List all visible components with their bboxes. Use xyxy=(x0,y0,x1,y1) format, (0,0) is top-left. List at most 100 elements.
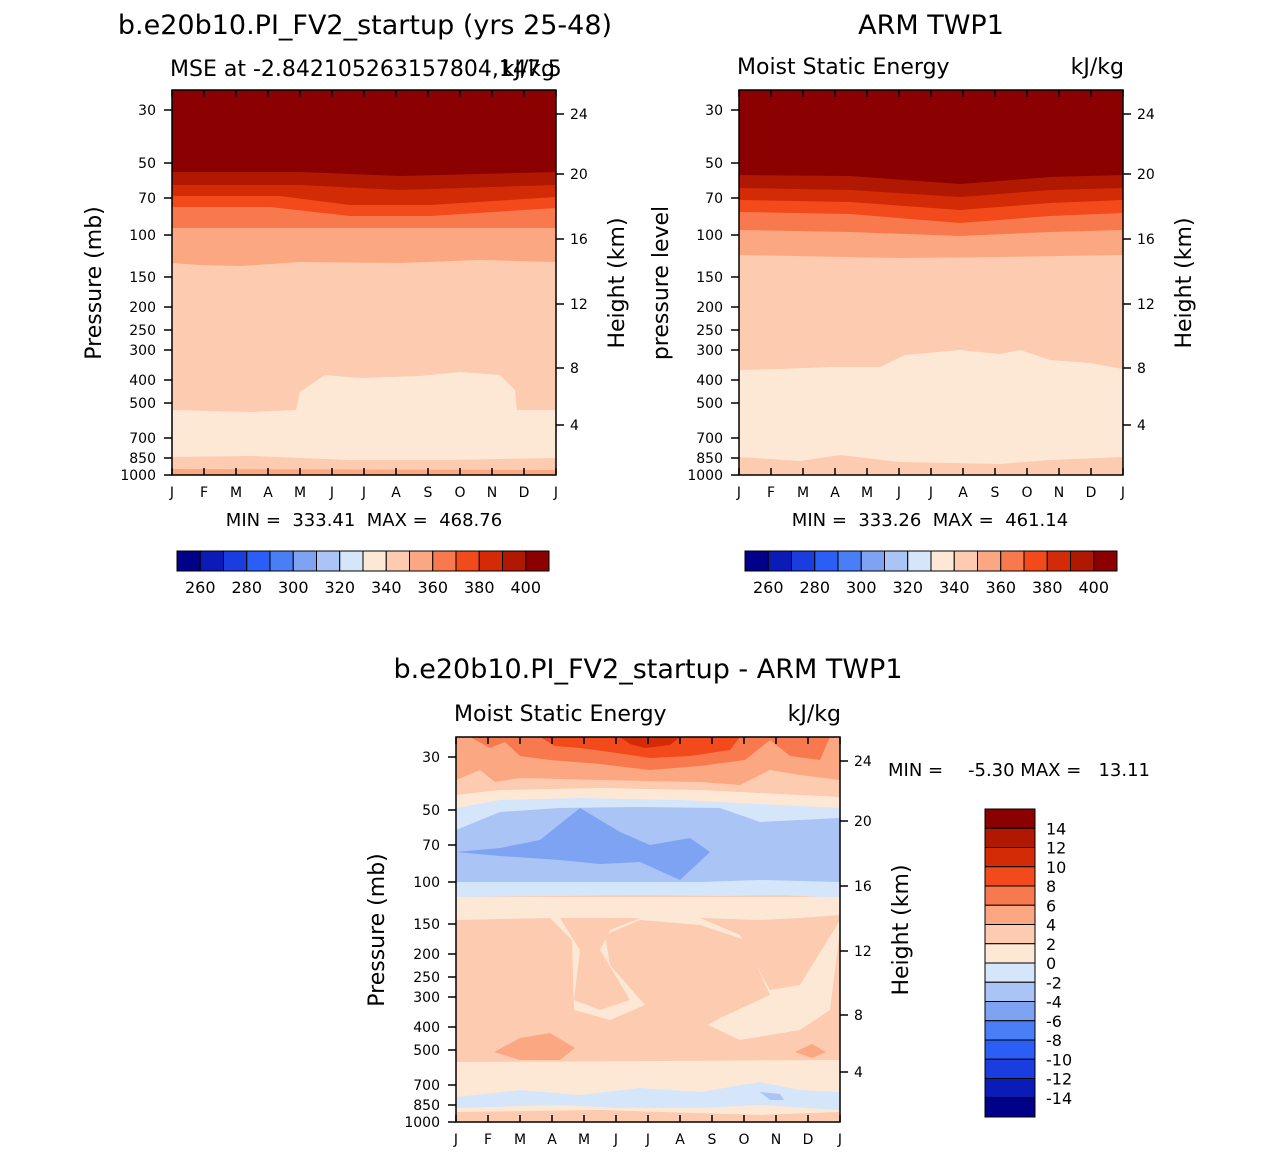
panel-model-title: b.e20b10.PI_FV2_startup (yrs 25-48) xyxy=(118,10,612,41)
colorbar-swatch xyxy=(1046,550,1071,572)
month-tick-label: O xyxy=(1021,485,1032,501)
colorbar-swatch xyxy=(984,943,1036,964)
colorbar-swatch xyxy=(339,550,364,572)
pressure-tick-label: 70 xyxy=(138,191,156,207)
colorbar-swatch xyxy=(984,981,1036,1002)
month-tick-label: J xyxy=(928,485,933,501)
colorbar-swatch xyxy=(455,550,480,572)
colorbar-swatch xyxy=(984,1097,1036,1118)
panel-diff-title: b.e20b10.PI_FV2_startup - ARM TWP1 xyxy=(394,654,903,685)
colorbar-swatch xyxy=(525,550,550,572)
month-tick-label: N xyxy=(487,485,497,501)
month-tick-label: D xyxy=(803,1132,814,1148)
colorbar-swatch xyxy=(984,962,1036,983)
panel-diff-ylabel: Pressure (mb) xyxy=(365,853,390,1007)
height-tick-label: 8 xyxy=(570,361,579,377)
colorbar-label: 8 xyxy=(1046,877,1056,896)
height-tick-label: 8 xyxy=(1137,361,1146,377)
panel-diff-stats-value: -5.30 MAX = 13.11 xyxy=(968,760,1150,781)
month-tick-label: A xyxy=(263,485,273,501)
pressure-tick-label: 30 xyxy=(422,750,440,766)
colorbar-label: 6 xyxy=(1046,896,1056,915)
colorbar-swatch xyxy=(409,550,434,572)
pressure-tick-label: 1000 xyxy=(120,468,156,484)
panel-model-subtitle: MSE at -2.842105263157804,147.5 xyxy=(170,57,562,82)
colorbar-label: 14 xyxy=(1046,819,1066,838)
panel-model-y2label: Height (km) xyxy=(605,217,630,348)
panel-model-stats: MIN = 333.41 MAX = 468.76 xyxy=(226,510,502,531)
month-tick-label: J xyxy=(896,485,901,501)
panel-diff-stats-label: MIN = xyxy=(888,760,943,781)
colorbar-swatch xyxy=(984,1058,1036,1079)
height-tick-label: 16 xyxy=(570,232,588,248)
panel-obs-axes: J F M A M J J A S O N D J 30 50 70 100 150 200 250 300 400 500… xyxy=(687,90,1155,501)
pressure-tick-label: 700 xyxy=(129,431,156,447)
colorbar-swatch xyxy=(837,550,862,572)
pressure-tick-label: 300 xyxy=(413,990,440,1006)
colorbar-label: 0 xyxy=(1046,954,1056,973)
panel-model-units: kJ/kg xyxy=(502,57,555,82)
pressure-tick-label: 850 xyxy=(413,1098,440,1114)
month-tick-label: J xyxy=(169,485,174,501)
height-tick-label: 16 xyxy=(854,879,872,895)
month-tick-label: N xyxy=(771,1132,781,1148)
diff-0to2-tropopause xyxy=(456,897,840,920)
colorbar-label: -12 xyxy=(1046,1070,1072,1089)
month-tick-label: S xyxy=(991,485,1000,501)
month-tick-label: A xyxy=(958,485,968,501)
colorbar-label: 260 xyxy=(185,578,216,597)
month-tick-label: A xyxy=(547,1132,557,1148)
colorbar-label: 12 xyxy=(1046,839,1066,858)
pressure-tick-label: 300 xyxy=(696,343,723,359)
colorbar-label: 380 xyxy=(1032,578,1063,597)
month-tick-label: M xyxy=(861,485,873,501)
colorbar-label: -14 xyxy=(1046,1089,1072,1108)
colorbar-swatch xyxy=(953,550,978,572)
pressure-tick-label: 500 xyxy=(413,1043,440,1059)
colorbar-swatch xyxy=(246,550,271,572)
band-330-340 xyxy=(172,372,556,475)
colorbar-swatch xyxy=(385,550,410,572)
pressure-tick-label: 850 xyxy=(696,451,723,467)
colorbar-label: 260 xyxy=(753,578,784,597)
panel-obs-subtitle: Moist Static Energy xyxy=(737,55,950,80)
month-tick-label: A xyxy=(830,485,840,501)
month-tick-label: J xyxy=(361,485,366,501)
pressure-tick-label: 700 xyxy=(413,1078,440,1094)
colorbar-label: 320 xyxy=(892,578,923,597)
colorbar-swatch xyxy=(984,1039,1036,1060)
panel-diff-subtitle: Moist Static Energy xyxy=(454,702,667,727)
month-tick-label: J xyxy=(1120,485,1125,501)
pressure-tick-label: 150 xyxy=(129,270,156,286)
month-tick-label: J xyxy=(613,1132,618,1148)
colorbar-label: 320 xyxy=(324,578,355,597)
obs-band-330-340 xyxy=(739,350,1123,475)
pressure-tick-label: 700 xyxy=(696,431,723,447)
pressure-tick-label: 150 xyxy=(696,270,723,286)
panel-model-field xyxy=(172,90,556,475)
colorbar-label: -4 xyxy=(1046,993,1062,1012)
colorbar-swatch xyxy=(1023,550,1048,572)
colorbar-label: 280 xyxy=(799,578,830,597)
height-tick-label: 4 xyxy=(570,418,579,434)
diff-neg-lower-dark xyxy=(760,1092,784,1100)
colorbar-swatch xyxy=(292,550,317,572)
pressure-tick-label: 100 xyxy=(129,228,156,244)
colorbar-swatch xyxy=(860,550,885,572)
pressure-tick-label: 200 xyxy=(129,300,156,316)
month-tick-label: F xyxy=(484,1132,492,1148)
pressure-tick-label: 400 xyxy=(129,373,156,389)
colorbar-swatch xyxy=(1000,550,1025,572)
colorbar-swatch xyxy=(884,550,909,572)
colorbar-label: 10 xyxy=(1046,858,1066,877)
colorbar-swatch xyxy=(362,550,387,572)
month-tick-label: J xyxy=(329,485,334,501)
month-tick-label: J xyxy=(645,1132,650,1148)
panel-model-colorbar: 260 280 300 320 340 360 380 400 xyxy=(176,550,550,597)
month-tick-label: O xyxy=(454,485,465,501)
month-tick-label: S xyxy=(424,485,433,501)
colorbar-swatch xyxy=(223,550,248,572)
height-tick-label: 20 xyxy=(1137,167,1155,183)
